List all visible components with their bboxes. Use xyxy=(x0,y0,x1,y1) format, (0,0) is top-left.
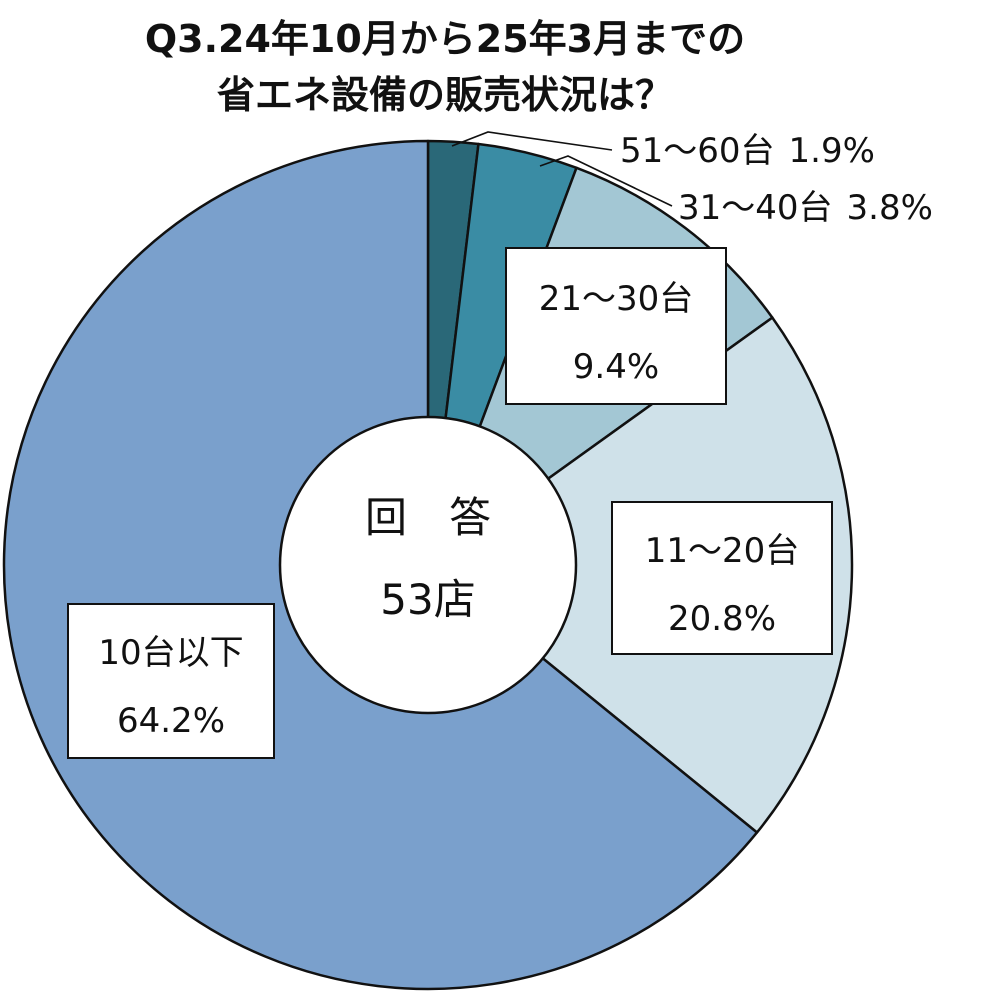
leader-line-51-60 xyxy=(451,131,613,151)
label-box-under-10 xyxy=(67,603,275,759)
label-21-30-value: 9.4% xyxy=(573,347,659,387)
label-box-11-20 xyxy=(611,501,833,655)
center-label-responses: 回 答 xyxy=(365,493,491,542)
center-label-count: 53店 xyxy=(380,575,475,624)
chart-title-line1: Q3.24年10月から25年3月までの xyxy=(145,17,745,61)
label-11-20-value: 20.8% xyxy=(668,599,776,639)
label-21-30-category: 21～30台 xyxy=(539,279,694,319)
label-31-40: 31～40台 3.8% xyxy=(678,188,933,228)
label-51-60-value: 1.9% xyxy=(789,131,875,171)
label-31-40-value: 3.8% xyxy=(847,188,933,228)
chart-title-line2: 省エネ設備の販売状況は？ xyxy=(217,73,673,117)
label-under-10-value: 64.2% xyxy=(117,701,225,741)
label-51-60: 51～60台 1.9% xyxy=(620,131,875,171)
label-box-21-30 xyxy=(505,247,727,405)
label-under-10-category: 10台以下 xyxy=(98,633,243,673)
label-51-60-category: 51～60台 xyxy=(620,131,775,171)
center-hole xyxy=(278,415,578,715)
leader-line-31-40 xyxy=(539,155,673,207)
label-31-40-category: 31～40台 xyxy=(678,188,833,228)
label-11-20-category: 11～20台 xyxy=(645,531,800,571)
